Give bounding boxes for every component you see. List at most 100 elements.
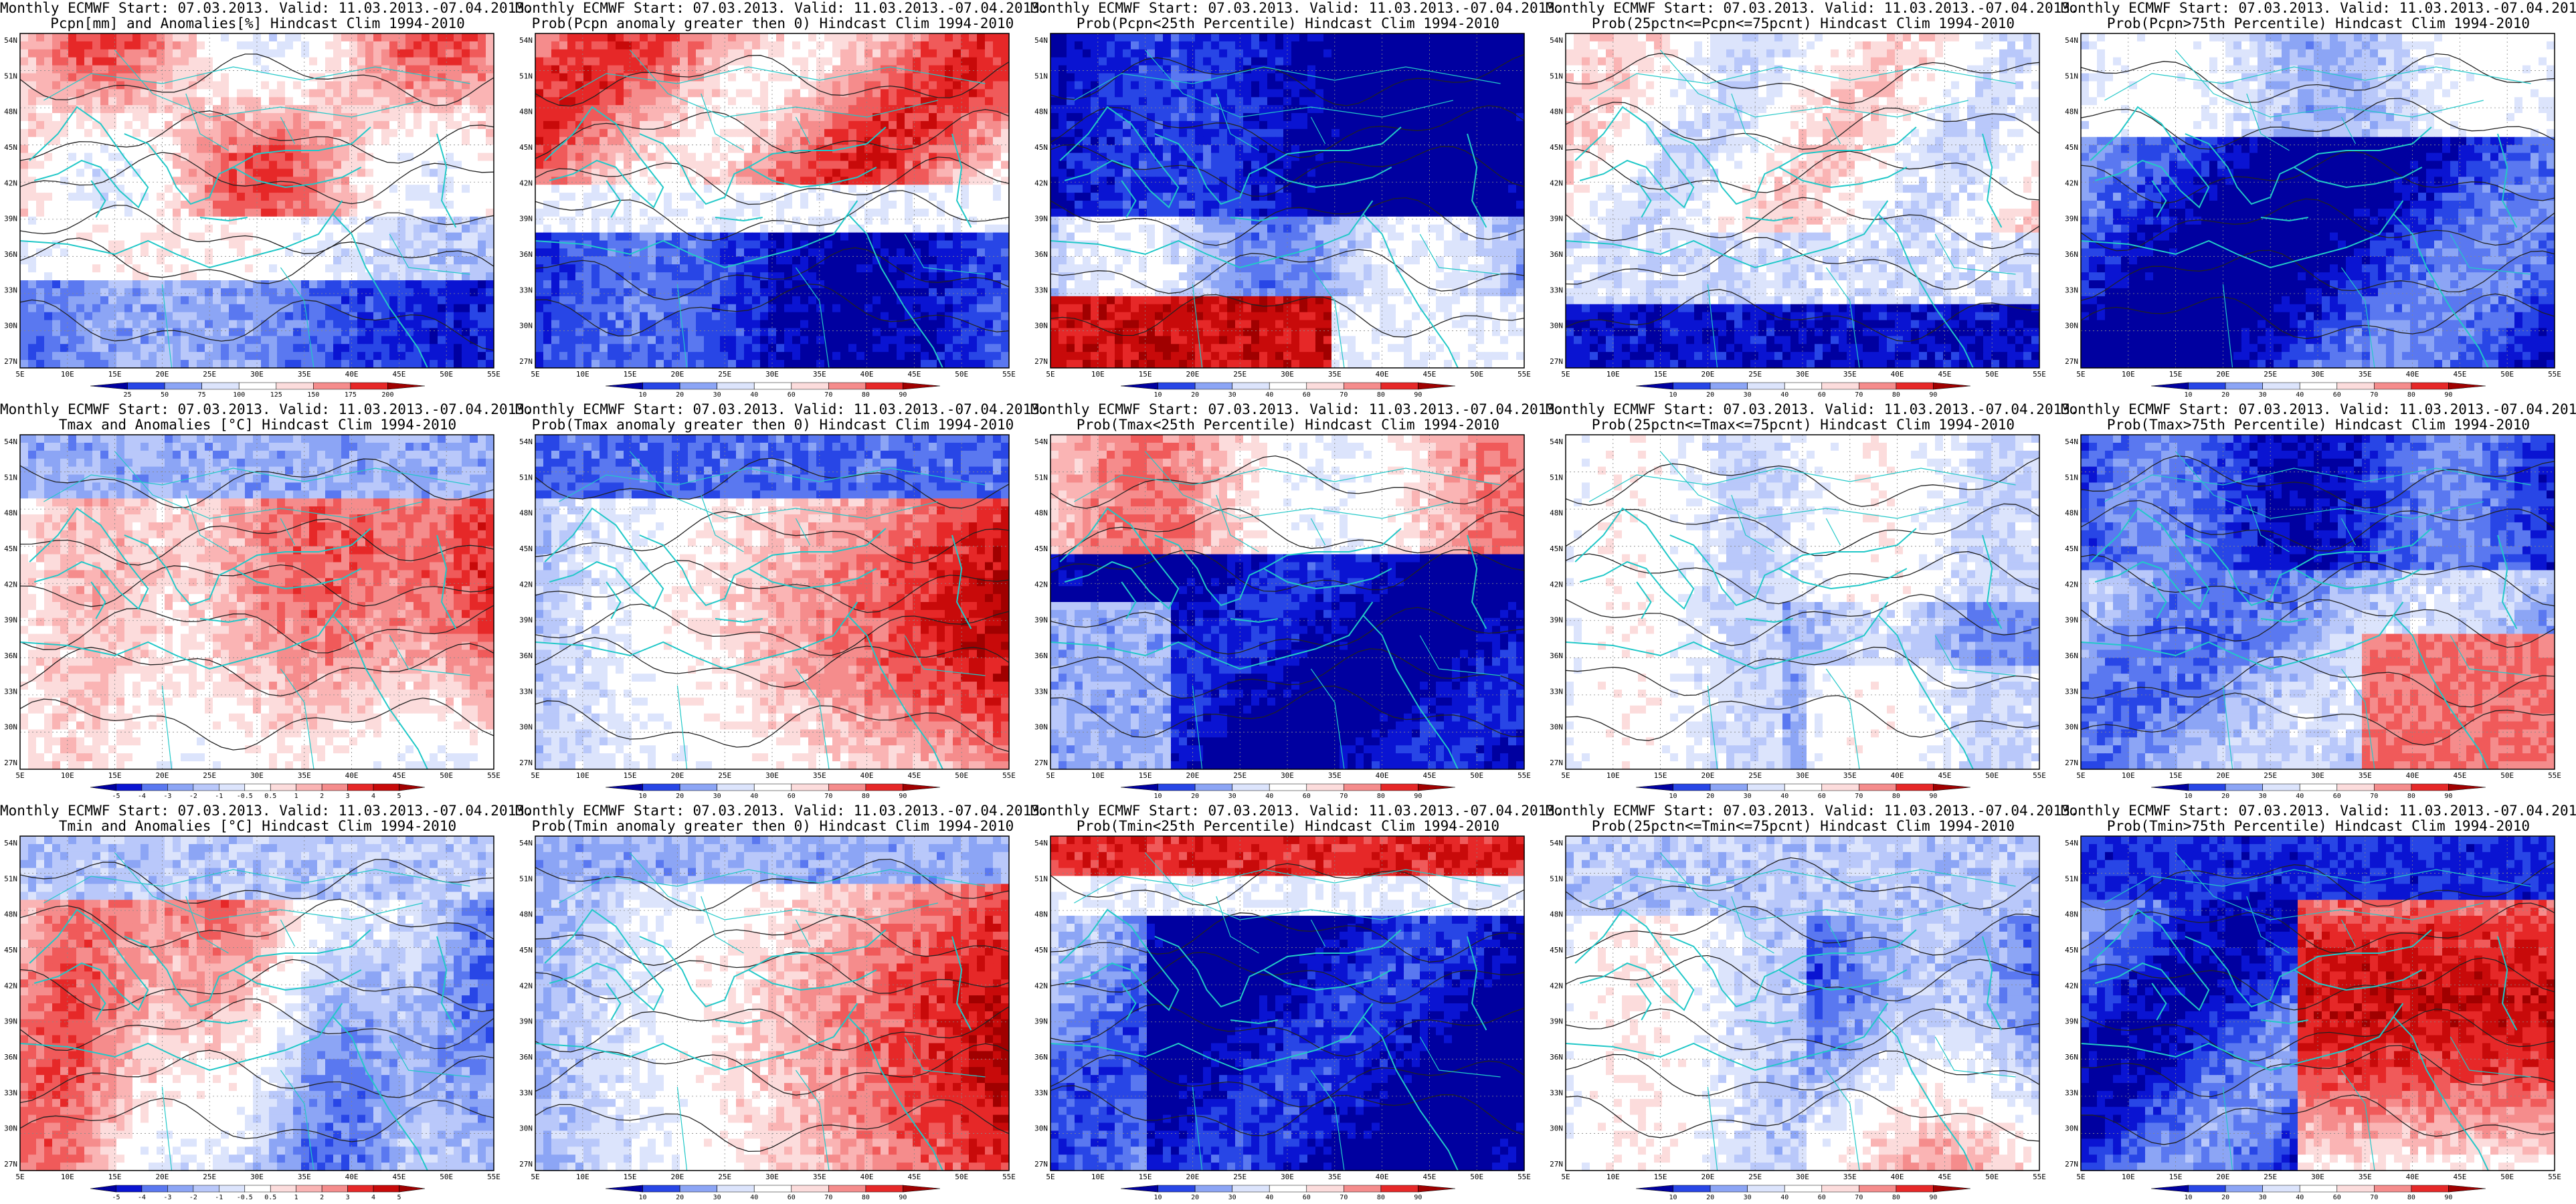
field-cell [872, 264, 881, 273]
field-cell [261, 57, 270, 66]
field-cell [535, 201, 544, 209]
field-cell [600, 113, 608, 122]
field-cell [624, 33, 632, 42]
field-cell [100, 296, 109, 305]
field-cell [543, 89, 552, 98]
field-cell [285, 232, 294, 241]
field-cell [776, 97, 785, 106]
field-cell [189, 344, 197, 353]
field-cell [688, 240, 697, 249]
field-cell [848, 352, 857, 361]
field-cell [848, 81, 857, 90]
field-cell [76, 120, 85, 130]
field-cell [325, 224, 334, 233]
field-cell [261, 360, 270, 369]
field-cell [405, 256, 414, 265]
field-cell [269, 272, 278, 281]
field-cell [688, 288, 697, 297]
field-cell [985, 193, 994, 201]
field-cell [173, 136, 181, 146]
field-cell [68, 320, 77, 329]
field-cell [728, 296, 737, 305]
field-cell [808, 320, 817, 329]
field-cell [800, 248, 809, 257]
field-cell [969, 256, 978, 265]
field-cell [881, 57, 889, 66]
field-cell [591, 81, 600, 90]
field-cell [197, 49, 205, 58]
field-cell [616, 256, 624, 265]
field-cell [808, 248, 817, 257]
field-cell [672, 97, 680, 106]
field-cell [438, 312, 446, 321]
field-cell [977, 113, 986, 122]
field-cell [712, 288, 721, 297]
lat-tick-label: 48N [4, 108, 17, 116]
field-cell [422, 81, 430, 90]
field-cell [373, 232, 382, 241]
field-cell [28, 336, 37, 344]
field-cell [108, 120, 117, 130]
field-cell [293, 360, 302, 369]
field-cell [357, 336, 366, 344]
field-cell [993, 272, 1002, 281]
field-cell [760, 89, 769, 98]
field-cell [624, 201, 632, 209]
field-cell [462, 177, 470, 185]
field-cell [543, 360, 552, 369]
field-cell [921, 49, 929, 58]
field-cell [213, 272, 221, 281]
field-cell [856, 49, 865, 58]
field-cell [672, 304, 680, 313]
field-cell [108, 113, 117, 122]
field-cell [405, 328, 414, 336]
field-cell [889, 153, 897, 162]
field-cell [413, 89, 422, 98]
field-cell [816, 169, 825, 177]
field-cell [357, 216, 366, 225]
field-cell [486, 177, 494, 185]
colorbar-swatch [387, 382, 426, 390]
field-cell [381, 336, 390, 344]
field-cell [124, 65, 133, 74]
field-cell [189, 128, 197, 138]
field-cell [567, 33, 576, 42]
field-cell [76, 185, 85, 193]
field-cell [712, 49, 721, 58]
field-cell [221, 161, 229, 169]
field-cell [728, 81, 737, 90]
field-cell [478, 177, 486, 185]
field-cell [76, 144, 85, 154]
field-cell [108, 240, 117, 249]
field-cell [712, 328, 721, 336]
field-cell [285, 144, 294, 154]
field-cell [438, 57, 446, 66]
field-cell [575, 161, 584, 169]
field-cell [333, 153, 342, 162]
field-cell [591, 49, 600, 58]
field-cell [116, 128, 125, 138]
field-cell [624, 232, 632, 241]
field-cell [76, 352, 85, 361]
field-cell [116, 49, 125, 58]
field-cell [688, 344, 697, 353]
field-cell [173, 113, 181, 122]
field-cell [373, 216, 382, 225]
field-cell [405, 33, 414, 42]
field-cell [213, 280, 221, 289]
field-cell [816, 161, 825, 169]
field-cell [736, 336, 745, 344]
field-cell [309, 201, 318, 209]
field-cell [929, 185, 937, 193]
field-cell [405, 169, 414, 177]
field-cell [365, 224, 374, 233]
field-cell [454, 81, 462, 90]
field-cell [608, 296, 616, 305]
field-cell [543, 161, 552, 169]
field-cell [293, 304, 302, 313]
field-cell [559, 57, 568, 66]
field-cell [205, 136, 213, 146]
field-cell [535, 193, 544, 201]
field-cell [413, 296, 422, 305]
field-cell [446, 185, 454, 193]
